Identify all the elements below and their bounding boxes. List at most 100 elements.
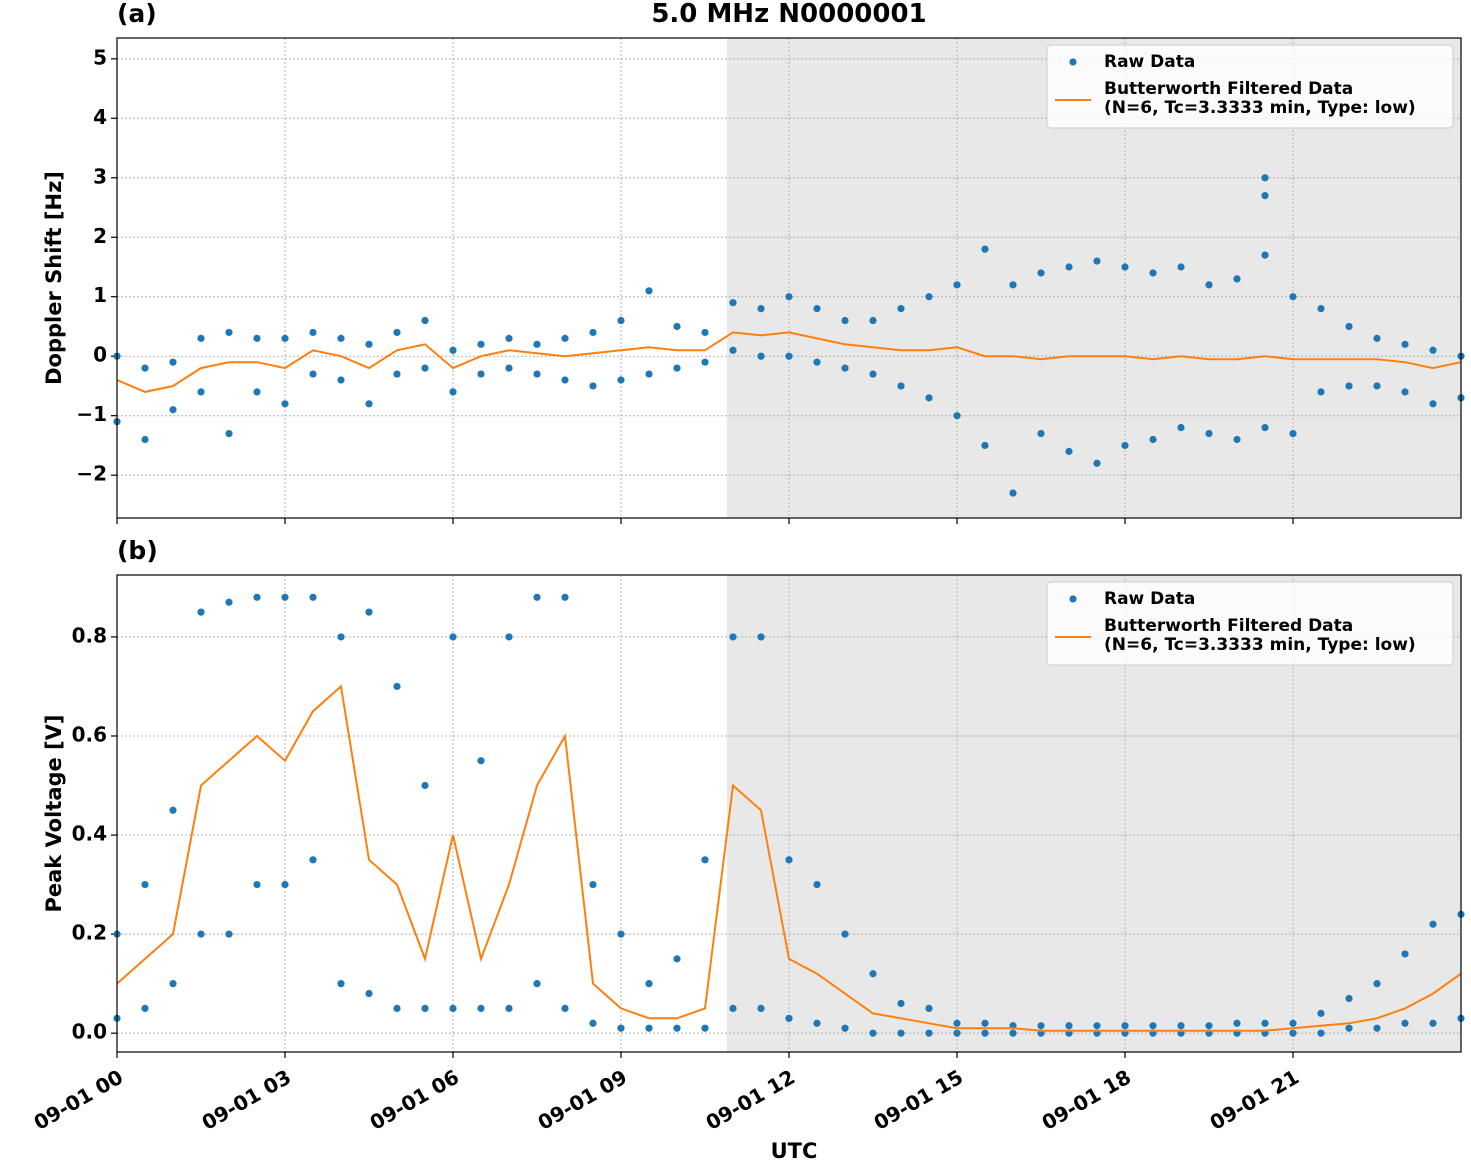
raw-point: [421, 1004, 429, 1013]
raw-point: [1289, 293, 1297, 301]
raw-point: [421, 364, 429, 372]
raw-point: [1345, 382, 1353, 390]
raw-point: [1401, 1019, 1409, 1027]
raw-point: [505, 364, 513, 372]
raw-point: [1065, 263, 1073, 271]
legend-marker: [1069, 595, 1077, 603]
raw-point: [477, 1004, 485, 1013]
raw-point: [673, 1024, 681, 1032]
raw-point: [365, 608, 373, 616]
raw-point: [1121, 1022, 1129, 1030]
raw-point: [1149, 435, 1157, 444]
raw-point: [365, 400, 373, 408]
panel-label: (b): [117, 536, 158, 565]
raw-point: [589, 382, 597, 390]
raw-point: [197, 334, 205, 342]
raw-point: [1065, 447, 1073, 455]
x-tick-label: 09-01 03: [198, 1065, 296, 1135]
raw-point: [1177, 423, 1185, 432]
raw-point: [869, 970, 877, 978]
raw-point: [589, 1019, 597, 1027]
raw-point: [169, 406, 177, 414]
raw-point: [785, 1014, 793, 1022]
raw-point: [1037, 429, 1045, 438]
raw-point: [1401, 388, 1409, 396]
raw-point: [141, 364, 149, 372]
raw-point: [785, 293, 793, 301]
raw-point: [225, 930, 233, 938]
raw-point: [841, 364, 849, 372]
raw-point: [1401, 950, 1409, 958]
raw-point: [253, 388, 261, 396]
raw-point: [1429, 400, 1437, 408]
raw-point: [981, 1019, 989, 1027]
raw-point: [813, 1019, 821, 1027]
raw-point: [1065, 1022, 1073, 1030]
raw-point: [1205, 1022, 1213, 1030]
x-axis-label: UTC: [771, 1139, 818, 1163]
raw-point: [953, 1019, 961, 1027]
raw-point: [1009, 281, 1017, 289]
raw-point: [449, 633, 457, 641]
y-tick-label: −1: [76, 402, 107, 426]
raw-point: [281, 593, 289, 601]
raw-point: [589, 880, 597, 889]
raw-point: [393, 370, 401, 378]
raw-point: [897, 1029, 905, 1037]
legend-entry: Butterworth Filtered Data (N=6, Tc=3.333…: [1104, 617, 1416, 655]
y-tick-label: 0.2: [72, 921, 107, 945]
raw-point: [1345, 994, 1353, 1003]
raw-point: [925, 1004, 933, 1013]
x-tick-label: 09-01 00: [30, 1065, 128, 1135]
y-tick-label: −2: [76, 462, 107, 486]
raw-point: [589, 328, 597, 337]
x-tick-label: 09-01 18: [1038, 1065, 1136, 1135]
y-tick-label: 2: [93, 224, 107, 248]
raw-point: [449, 346, 457, 354]
raw-point: [561, 334, 569, 342]
raw-point: [617, 376, 625, 384]
raw-point: [1233, 275, 1241, 283]
raw-point: [1373, 1024, 1381, 1032]
raw-point: [813, 358, 821, 366]
raw-point: [729, 1004, 737, 1013]
raw-point: [757, 352, 765, 360]
raw-point: [1401, 340, 1409, 348]
raw-point: [673, 364, 681, 372]
raw-point: [393, 1004, 401, 1013]
raw-point: [561, 376, 569, 384]
raw-point: [225, 429, 233, 438]
raw-point: [1233, 1019, 1241, 1027]
raw-point: [253, 880, 261, 889]
raw-point: [813, 880, 821, 889]
y-tick-label: 5: [93, 45, 107, 69]
raw-point: [1177, 1022, 1185, 1030]
y-tick-label: 0.8: [72, 623, 107, 647]
x-tick-label: 09-01 15: [870, 1065, 968, 1135]
raw-point: [393, 328, 401, 337]
raw-point: [1317, 1029, 1325, 1037]
raw-point: [1093, 459, 1101, 467]
y-tick-label: 0.0: [72, 1020, 107, 1044]
raw-point: [1093, 1022, 1101, 1030]
legend-label: Raw Data: [1104, 53, 1196, 72]
legend-entry: Butterworth Filtered Data (N=6, Tc=3.333…: [1104, 80, 1416, 118]
raw-point: [421, 781, 429, 790]
raw-point: [141, 880, 149, 889]
filtered-line: [116, 684, 1462, 1032]
raw-point: [1317, 1009, 1325, 1017]
chart-title: 5.0 MHz N0000001: [651, 0, 926, 29]
filtered-line: [116, 331, 1462, 393]
raw-point: [1149, 1022, 1157, 1030]
raw-point: [1429, 1019, 1437, 1027]
raw-point: [645, 980, 653, 988]
raw-point: [533, 340, 541, 348]
raw-point: [449, 388, 457, 396]
raw-point: [729, 299, 737, 307]
y-axis-label: Doppler Shift [Hz]: [42, 171, 66, 385]
raw-point: [1261, 1019, 1269, 1027]
raw-point: [897, 999, 905, 1008]
raw-point: [869, 316, 877, 325]
raw-point: [841, 316, 849, 325]
raw-point: [309, 856, 317, 864]
